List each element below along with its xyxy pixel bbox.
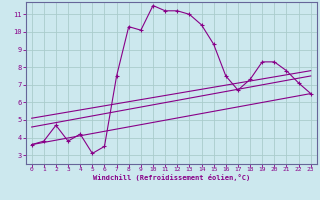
X-axis label: Windchill (Refroidissement éolien,°C): Windchill (Refroidissement éolien,°C) xyxy=(92,174,250,181)
